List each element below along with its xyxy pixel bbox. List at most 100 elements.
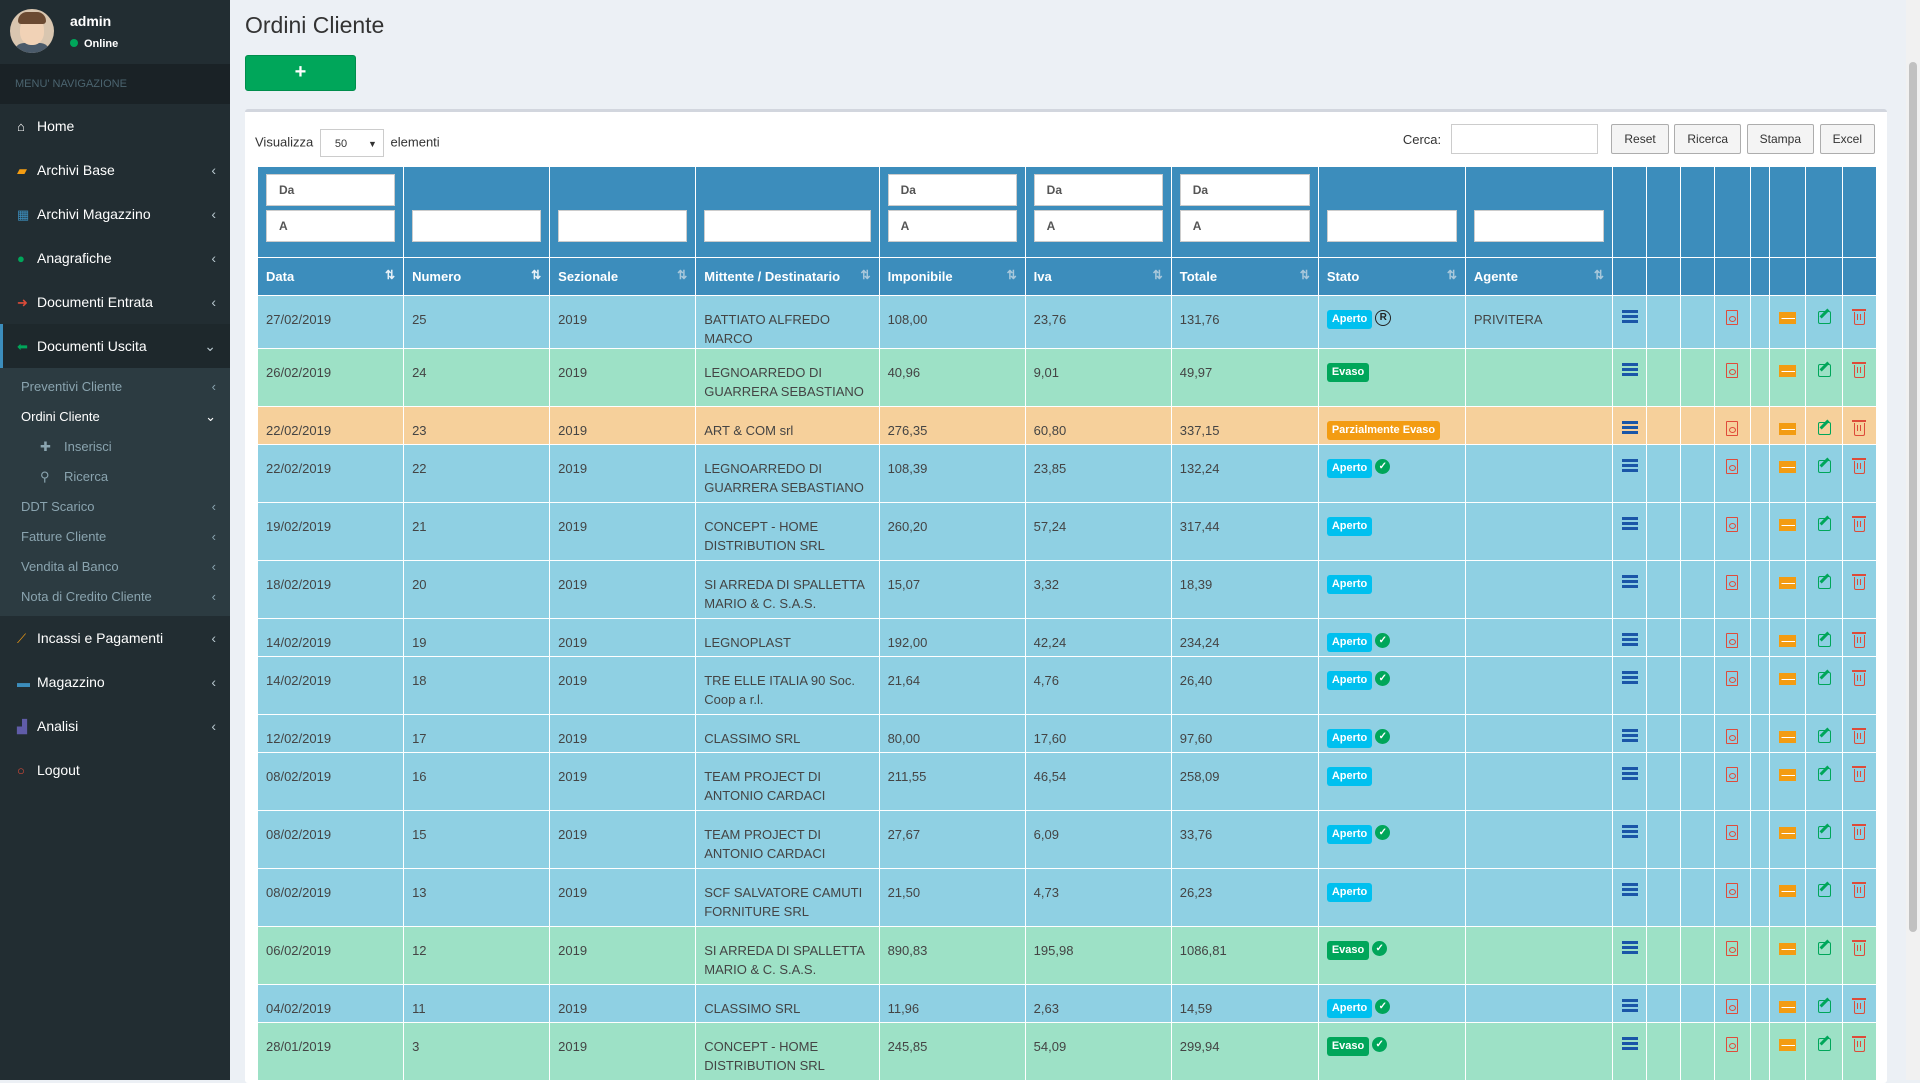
email-button[interactable] — [1769, 810, 1807, 869]
sidebar-subitem-ordini[interactable]: Ordini Cliente ⌄ — [0, 402, 230, 432]
delete-button[interactable] — [1841, 618, 1878, 657]
reset-button[interactable]: Reset — [1611, 124, 1669, 154]
edit-button[interactable] — [1805, 926, 1843, 985]
edit-button[interactable] — [1805, 348, 1843, 407]
edit-button[interactable] — [1805, 502, 1843, 561]
email-button[interactable] — [1769, 714, 1807, 753]
col-totale[interactable]: Totale ⇅ — [1170, 257, 1319, 296]
table-row[interactable]: 14/02/2019 18 2019 TRE ELLE ITALIA 90 Soc. … — [256, 656, 1878, 715]
email-button[interactable] — [1769, 560, 1807, 619]
email-button[interactable] — [1769, 406, 1807, 445]
sidebar-subitem-fatture[interactable]: Fatture Cliente ‹ — [0, 522, 230, 552]
delete-button[interactable] — [1841, 714, 1878, 753]
add-order-button[interactable]: + — [245, 55, 356, 91]
pdf-button[interactable] — [1713, 926, 1751, 985]
filter-imponibile-from[interactable]: Da — [887, 174, 1017, 206]
edit-button[interactable] — [1805, 1022, 1843, 1081]
excel-button[interactable]: Excel — [1819, 124, 1875, 154]
details-button[interactable] — [1611, 714, 1648, 753]
delete-button[interactable] — [1841, 295, 1878, 349]
email-button[interactable] — [1769, 984, 1807, 1023]
filter-stato-input[interactable] — [1326, 210, 1457, 242]
details-button[interactable] — [1611, 295, 1648, 349]
ricerca-button[interactable]: Ricerca — [1674, 124, 1742, 154]
details-button[interactable] — [1611, 444, 1648, 503]
delete-button[interactable] — [1841, 444, 1878, 503]
table-row[interactable]: 08/02/2019 13 2019 SCF SALVATORE CAMUTI FOR… — [256, 868, 1878, 927]
stampa-button[interactable]: Stampa — [1746, 124, 1815, 154]
sidebar-item-documenti-entrata[interactable]: ➜ Documenti Entrata ‹ — [0, 280, 230, 324]
sidebar-item-incassi[interactable]: ⟋ Incassi e Pagamenti ‹ — [0, 616, 230, 660]
filter-sezionale-input[interactable] — [558, 210, 688, 242]
details-button[interactable] — [1611, 560, 1648, 619]
pdf-button[interactable] — [1713, 295, 1751, 349]
sidebar-item-anagrafiche[interactable]: ● Anagrafiche ‹ — [0, 236, 230, 280]
table-row[interactable]: 19/02/2019 21 2019 CONCEPT - HOME DISTRIBUT… — [256, 502, 1878, 561]
email-button[interactable] — [1769, 926, 1807, 985]
details-button[interactable] — [1611, 984, 1648, 1023]
filter-iva-to[interactable]: A — [1033, 210, 1163, 242]
delete-button[interactable] — [1841, 502, 1878, 561]
delete-button[interactable] — [1841, 810, 1878, 869]
filter-iva-from[interactable]: Da — [1033, 174, 1163, 206]
details-button[interactable] — [1611, 868, 1648, 927]
email-button[interactable] — [1769, 868, 1807, 927]
pdf-button[interactable] — [1713, 752, 1751, 811]
table-row[interactable]: 12/02/2019 17 2019 CLASSIMO SRL 80,00 17,60 97… — [256, 714, 1878, 753]
sidebar-item-analisi[interactable]: ▟ Analisi ‹ — [0, 704, 230, 748]
details-button[interactable] — [1611, 656, 1648, 715]
table-row[interactable]: 08/02/2019 16 2019 TEAM PROJECT DI ANTONIO … — [256, 752, 1878, 811]
delete-button[interactable] — [1841, 752, 1878, 811]
sidebar-item-logout[interactable]: ○ Logout — [0, 748, 230, 792]
table-row[interactable]: 06/02/2019 12 2019 SI ARREDA DI SPALLETTA M… — [256, 926, 1878, 985]
sidebar-subitem-nota-credito[interactable]: Nota di Credito Cliente ‹ — [0, 582, 230, 612]
col-data[interactable]: Data ⇅ — [256, 257, 405, 296]
filter-agente-input[interactable] — [1473, 210, 1604, 242]
pdf-button[interactable] — [1713, 618, 1751, 657]
sidebar-item-documenti-uscita[interactable]: ⬅ Documenti Uscita ⌄ — [0, 324, 230, 368]
pdf-button[interactable] — [1713, 714, 1751, 753]
sidebar-subsub-inserisci[interactable]: ✚ Inserisci — [0, 432, 230, 462]
edit-button[interactable] — [1805, 656, 1843, 715]
email-button[interactable] — [1769, 444, 1807, 503]
col-numero[interactable]: Numero ⇅ — [403, 257, 551, 296]
details-button[interactable] — [1611, 1022, 1648, 1081]
sidebar-item-home[interactable]: ⌂ Home — [0, 104, 230, 148]
edit-button[interactable] — [1805, 618, 1843, 657]
table-row[interactable]: 26/02/2019 24 2019 LEGNOARREDO DI GUARRERA … — [256, 348, 1878, 407]
email-button[interactable] — [1769, 295, 1807, 349]
col-imponibile[interactable]: Imponibile ⇅ — [878, 257, 1026, 296]
table-row[interactable]: 22/02/2019 22 2019 LEGNOARREDO DI GUARRERA … — [256, 444, 1878, 503]
edit-button[interactable] — [1805, 752, 1843, 811]
filter-imponibile-to[interactable]: A — [887, 210, 1017, 242]
edit-button[interactable] — [1805, 984, 1843, 1023]
pdf-button[interactable] — [1713, 656, 1751, 715]
col-agente[interactable]: Agente ⇅ — [1464, 257, 1613, 296]
table-row[interactable]: 04/02/2019 11 2019 CLASSIMO SRL 11,96 2,63 14,… — [256, 984, 1878, 1023]
pdf-button[interactable] — [1713, 1022, 1751, 1081]
pdf-button[interactable] — [1713, 810, 1751, 869]
edit-button[interactable] — [1805, 444, 1843, 503]
sidebar-item-archivi-magazzino[interactable]: ▦ Archivi Magazzino ‹ — [0, 192, 230, 236]
table-row[interactable]: 28/01/2019 3 2019 CONCEPT - HOME DISTRIBUTI… — [256, 1022, 1878, 1081]
details-button[interactable] — [1611, 618, 1648, 657]
filter-totale-from[interactable]: Da — [1179, 174, 1310, 206]
pdf-button[interactable] — [1713, 502, 1751, 561]
sidebar-item-archivi-base[interactable]: ▰ Archivi Base ‹ — [0, 148, 230, 192]
details-button[interactable] — [1611, 926, 1648, 985]
sidebar-subsub-ricerca[interactable]: ⚲ Ricerca — [0, 462, 230, 492]
sidebar-item-magazzino[interactable]: ▬ Magazzino ‹ — [0, 660, 230, 704]
sidebar-subitem-preventivi[interactable]: Preventivi Cliente ‹ — [0, 372, 230, 402]
email-button[interactable] — [1769, 1022, 1807, 1081]
pdf-button[interactable] — [1713, 560, 1751, 619]
filter-numero-input[interactable] — [412, 210, 542, 242]
scrollbar[interactable] — [1906, 0, 1920, 1080]
search-input[interactable] — [1450, 124, 1598, 154]
delete-button[interactable] — [1841, 348, 1878, 407]
details-button[interactable] — [1611, 810, 1648, 869]
email-button[interactable] — [1769, 348, 1807, 407]
details-button[interactable] — [1611, 406, 1648, 445]
email-button[interactable] — [1769, 752, 1807, 811]
edit-button[interactable] — [1805, 868, 1843, 927]
table-row[interactable]: 22/02/2019 23 2019 ART & COM srl 276,35 60,80… — [256, 406, 1878, 445]
